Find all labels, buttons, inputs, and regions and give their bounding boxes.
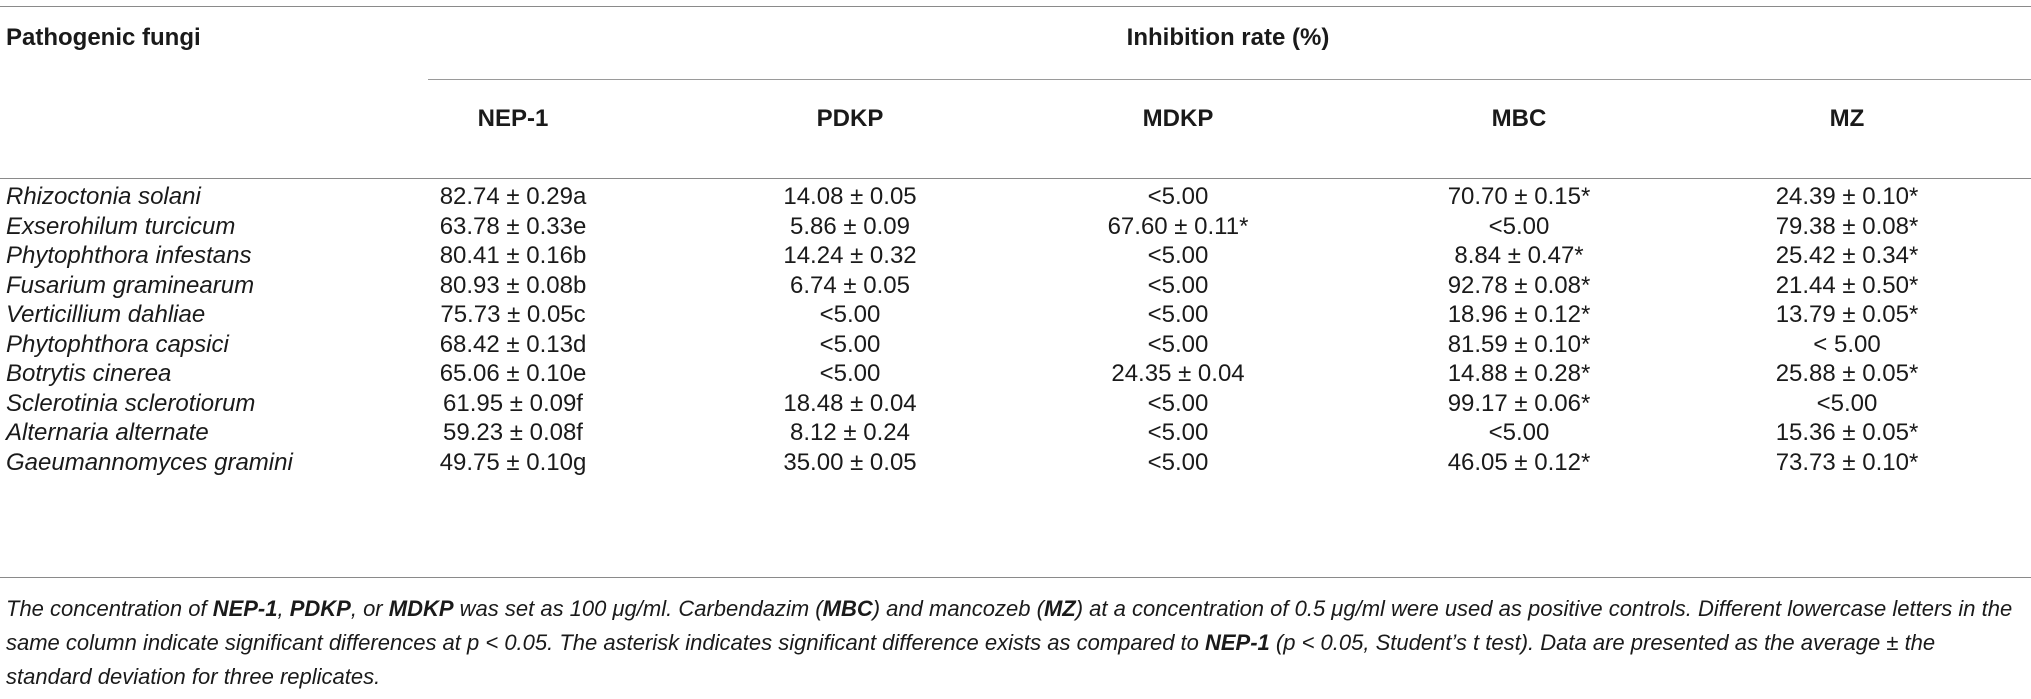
- table-cell: 24.35 ± 0.04: [1111, 360, 1245, 387]
- species-name: Sclerotinia sclerotiorum: [6, 389, 256, 417]
- group-header-label: Inhibition rate (%): [1126, 24, 1330, 51]
- table-cell: <5.00: [1147, 301, 1209, 328]
- table-cell: <5.00: [1147, 419, 1209, 446]
- table-cell: <5.00: [1147, 271, 1209, 299]
- footnote-text: (p < 0.05, Student’s t test). Data are p…: [6, 630, 1936, 689]
- table-cell: 46.05 ± 0.12*: [1447, 448, 1591, 476]
- table-footnote: The concentration of NEP-1, PDKP, or MDK…: [6, 592, 2016, 694]
- table-cell: 15.36 ± 0.05*: [1775, 419, 1919, 446]
- table-cell: 14.24 ± 0.32: [783, 242, 917, 269]
- table-cell: <5.00: [819, 330, 881, 358]
- table-cell: 70.70 ± 0.15*: [1447, 183, 1591, 210]
- footnote-text: was set as 100 μg/ml. Carbendazim (: [453, 596, 823, 621]
- table-cell: 63.78 ± 0.33e: [439, 212, 587, 240]
- table-cell: <5.00: [1147, 330, 1209, 358]
- column-header: MDKP: [1142, 105, 1214, 132]
- table-cell: 61.95 ± 0.09f: [443, 389, 583, 417]
- footnote-compound: NEP-1: [1205, 630, 1270, 655]
- species-name: Rhizoctonia solani: [6, 183, 201, 210]
- table-cell: 59.23 ± 0.08f: [443, 419, 583, 446]
- column-header: PDKP: [816, 105, 884, 132]
- footnote-compound: MDKP: [388, 596, 454, 621]
- footnote-compound: MBC: [822, 596, 873, 621]
- species-name: Exserohilum turcicum: [6, 212, 236, 240]
- table-cell: 80.41 ± 0.16b: [439, 242, 587, 269]
- table-cell: 68.42 ± 0.13d: [439, 330, 587, 358]
- footnote-compound: MZ: [1043, 596, 1076, 621]
- footnote-compound: NEP-1: [212, 596, 278, 621]
- table-cell: <5.00: [1147, 448, 1209, 476]
- table-cell: 75.73 ± 0.05c: [440, 301, 586, 328]
- footnote-text: , or: [350, 596, 389, 621]
- row-header-label: Pathogenic fungi: [6, 24, 201, 51]
- species-name: Fusarium graminearum: [6, 271, 255, 299]
- table-cell: 18.48 ± 0.04: [783, 389, 917, 417]
- table-cell: 13.79 ± 0.05*: [1775, 301, 1919, 328]
- table-cell: 8.12 ± 0.24: [790, 419, 910, 446]
- table-cell: <5.00: [1147, 242, 1209, 269]
- footnote-text: ) at a concentration of 0.5 μg/ml were u…: [6, 596, 2013, 655]
- table-cell: 25.88 ± 0.05*: [1775, 360, 1919, 387]
- column-header: NEP-1: [477, 105, 549, 132]
- footnote-text: ,: [277, 596, 290, 621]
- table-cell: <5.00: [1147, 389, 1209, 417]
- table-cell: 80.93 ± 0.08b: [439, 271, 587, 299]
- table-cell: 25.42 ± 0.34*: [1775, 242, 1919, 269]
- column-header: MZ: [1829, 105, 1865, 132]
- table-cell: 82.74 ± 0.29a: [439, 183, 587, 210]
- table-cell: 67.60 ± 0.11*: [1107, 212, 1249, 240]
- table-cell: 79.38 ± 0.08*: [1775, 212, 1919, 240]
- column-header: MBC: [1491, 105, 1547, 132]
- footnote-compound: PDKP: [289, 596, 351, 621]
- species-name: Phytophthora infestans: [6, 242, 252, 269]
- table-top-rule: [0, 6, 2031, 7]
- table-cell: 92.78 ± 0.08*: [1447, 271, 1591, 299]
- species-name: Gaeumannomyces gramini: [6, 448, 293, 476]
- table-cell: 21.44 ± 0.50*: [1775, 271, 1919, 299]
- table-cell: 35.00 ± 0.05: [783, 448, 917, 476]
- table-cell: 6.74 ± 0.05: [790, 271, 910, 299]
- species-name: Botrytis cinerea: [6, 360, 172, 387]
- table-cell: 5.86 ± 0.09: [790, 212, 910, 240]
- table-bottom-rule: [0, 577, 2031, 578]
- header-bottom-rule: [0, 178, 2031, 179]
- table-cell: 81.59 ± 0.10*: [1447, 330, 1591, 358]
- group-header-rule: [428, 79, 2031, 80]
- table-cell: <5.00: [819, 301, 881, 328]
- table-cell: 99.17 ± 0.06*: [1447, 389, 1591, 417]
- species-name: Verticillium dahliae: [6, 301, 206, 328]
- table-cell: 24.39 ± 0.10*: [1775, 183, 1919, 210]
- table-cell: 8.84 ± 0.47*: [1454, 242, 1584, 269]
- table-cell: <5.00: [819, 360, 881, 387]
- footnote-text: ) and mancozeb (: [872, 596, 1044, 621]
- table-cell: <5.00: [1488, 419, 1550, 446]
- table-cell: 18.96 ± 0.12*: [1447, 301, 1591, 328]
- table-cell: < 5.00: [1813, 330, 1881, 358]
- species-name: Alternaria alternate: [6, 419, 209, 446]
- table-cell: <5.00: [1488, 212, 1550, 240]
- table-cell: 14.08 ± 0.05: [783, 183, 917, 210]
- footnote-text: The concentration of: [6, 596, 213, 621]
- table-cell: <5.00: [1147, 183, 1209, 210]
- table-cell: 65.06 ± 0.10e: [439, 360, 587, 387]
- table-cell: 73.73 ± 0.10*: [1775, 448, 1919, 476]
- table-cell: 14.88 ± 0.28*: [1447, 360, 1591, 387]
- table-cell: <5.00: [1816, 389, 1878, 417]
- table-cell: 49.75 ± 0.10g: [439, 448, 587, 476]
- species-name: Phytophthora capsici: [6, 330, 229, 358]
